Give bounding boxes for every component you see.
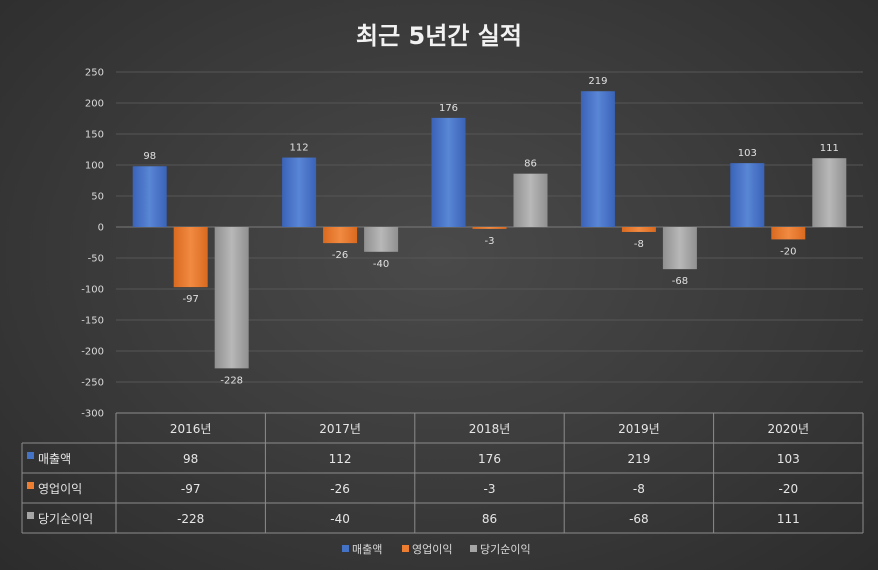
y-tick-label: -250 [81,378,104,389]
table-cell: 103 [777,452,800,466]
bar-당기순이익 [364,227,399,252]
legend-swatch [470,545,477,552]
legend: 매출액 영업이익 당기순이익 [342,543,531,556]
table-cell: -68 [629,512,649,526]
data-label: 112 [290,143,309,154]
data-label: 103 [738,148,757,159]
y-tick-label: 200 [85,99,104,110]
table-header-cell: 2018년 [469,422,511,436]
bar-영업이익 [173,227,208,288]
table-cell: -20 [778,482,798,496]
table-cell: -97 [181,482,201,496]
table-cell: -228 [177,512,204,526]
legend-swatch [402,545,409,552]
data-label: 111 [820,143,839,154]
legend-swatch [342,545,349,552]
bar-매출액 [132,166,167,227]
data-label: 219 [588,76,607,87]
data-label: -40 [373,259,389,270]
table-header-cell: 2016년 [170,422,212,436]
table-legend-key [27,482,34,489]
bar-당기순이익 [662,227,697,270]
data-labels: 98 -97 -228 112 -26 -40 176 -3 86 219 -8 -68 103 -20 1… [143,76,839,386]
table-cell: 219 [627,452,650,466]
bar-매출액 [730,163,765,227]
table-cell: -40 [330,512,350,526]
table-header-cell: 2020년 [768,422,810,436]
bar-영업이익 [621,227,656,232]
table-legend-key [27,512,34,519]
bars [132,91,847,369]
table-cell: 112 [329,452,352,466]
table-cell: 86 [482,512,497,526]
bar-당기순이익 [812,158,847,227]
data-label: -228 [220,375,243,386]
data-label: -3 [485,236,495,247]
table-cell: -8 [633,482,645,496]
y-tick-label: 100 [85,161,104,172]
table-cell: -3 [484,482,496,496]
data-label: -97 [183,294,199,305]
table-cell: -26 [330,482,350,496]
table-header-cell: 2019년 [618,422,660,436]
legend-label: 당기순이익 [480,543,531,556]
y-axis-ticks: 250 200 150 100 50 0 -50 -100 -150 -200 -250 -300 [81,68,104,420]
data-label: -8 [634,239,644,250]
data-label: 98 [143,151,156,162]
data-label: -68 [672,276,688,287]
y-tick-label: 0 [98,223,104,234]
bar-영업이익 [771,227,806,240]
table-row-label: 당기순이익 [38,512,93,526]
data-label: -20 [780,246,796,257]
bar-매출액 [282,157,317,227]
bar-매출액 [431,117,466,227]
y-tick-label: 250 [85,68,104,79]
y-tick-label: -150 [81,316,104,327]
y-tick-label: -200 [81,347,104,358]
table-cell: 98 [183,452,198,466]
data-label: -26 [332,250,348,261]
bar-당기순이익 [513,173,548,227]
y-tick-label: -300 [81,409,104,420]
bar-영업이익 [323,227,358,244]
bar-매출액 [580,91,615,227]
table-header-cell: 2017년 [319,422,361,436]
table-cell: 111 [777,512,800,526]
bar-당기순이익 [214,227,249,369]
table-row-label: 영업이익 [38,482,82,496]
chart-title: 최근 5년간 실적 [356,22,522,50]
y-tick-label: 50 [91,192,104,203]
data-label: 86 [524,159,537,170]
y-tick-label: 150 [85,130,104,141]
table-legend-key [27,452,34,459]
legend-label: 매출액 [352,543,382,556]
y-tick-label: -50 [88,254,104,265]
table-row-label: 매출액 [38,452,71,466]
bar-영업이익 [472,227,507,229]
legend-label: 영업이익 [412,543,452,556]
table-cell: 176 [478,452,501,466]
y-tick-label: -100 [81,285,104,296]
data-label: 176 [439,103,458,114]
